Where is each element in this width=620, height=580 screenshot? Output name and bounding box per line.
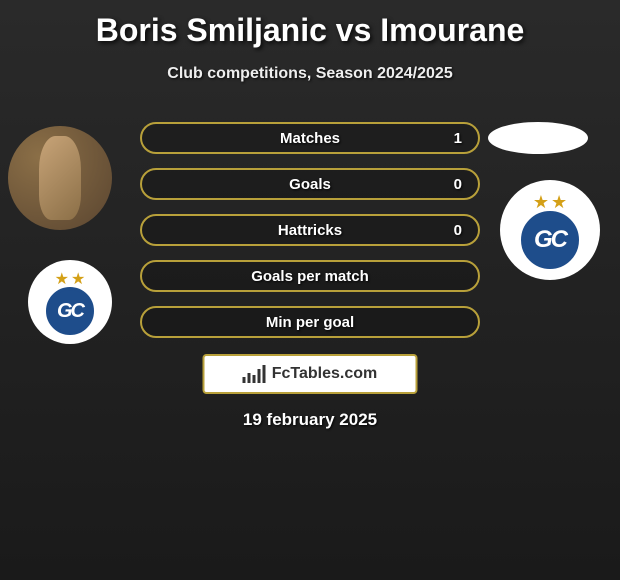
club-badge-left: ★ ★ GC	[28, 260, 112, 344]
stat-row-min-per-goal: Min per goal	[140, 306, 480, 338]
stat-label: Goals	[289, 176, 331, 193]
chart-icon	[243, 365, 266, 383]
stats-table: Matches 1 Goals 0 Hattricks 0 Goals per …	[140, 122, 480, 352]
club-emblem-left: GC	[46, 287, 94, 335]
stat-label: Matches	[280, 130, 340, 147]
page-subtitle: Club competitions, Season 2024/2025	[0, 65, 620, 83]
stat-row-goals: Goals 0	[140, 168, 480, 200]
stat-label: Goals per match	[251, 268, 369, 285]
stat-row-hattricks: Hattricks 0	[140, 214, 480, 246]
stat-value: 0	[454, 222, 462, 239]
page-title: Boris Smiljanic vs Imourane	[0, 0, 620, 49]
club-badge-right: ★ ★ GC	[500, 180, 600, 280]
star-icon: ★	[533, 192, 549, 213]
stat-label: Min per goal	[266, 314, 354, 331]
player-avatar-right	[488, 122, 588, 154]
stat-row-goals-per-match: Goals per match	[140, 260, 480, 292]
club-letters: GC	[534, 226, 566, 254]
club-stars-right: ★ ★	[533, 192, 567, 213]
stat-label: Hattricks	[278, 222, 342, 239]
player-avatar-left	[8, 126, 112, 230]
brand-badge[interactable]: FcTables.com	[203, 354, 418, 394]
stat-value: 0	[454, 176, 462, 193]
date-label: 19 february 2025	[243, 410, 377, 430]
stat-value: 1	[454, 130, 462, 147]
star-icon: ★	[551, 192, 567, 213]
brand-text: FcTables.com	[272, 365, 378, 383]
club-emblem-right: GC	[521, 211, 579, 269]
stat-row-matches: Matches 1	[140, 122, 480, 154]
star-icon: ★	[55, 269, 69, 289]
club-letters: GC	[57, 300, 83, 323]
star-icon: ★	[71, 269, 85, 289]
club-stars-left: ★ ★	[55, 269, 86, 289]
